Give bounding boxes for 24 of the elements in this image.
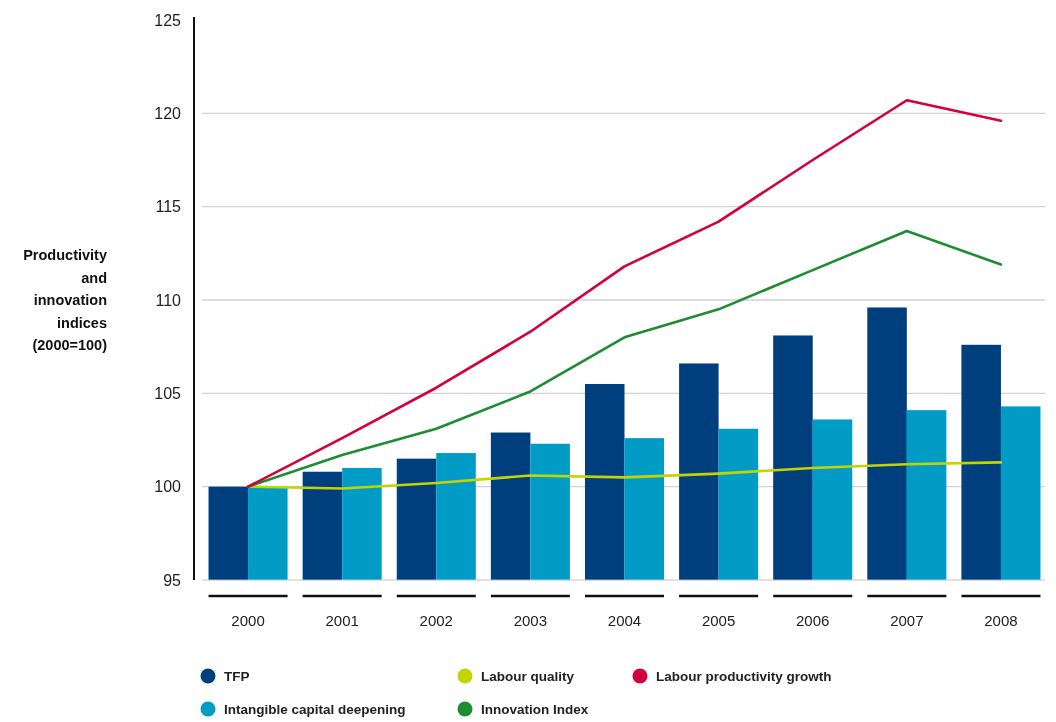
y-tick-label: 115 <box>155 198 182 216</box>
y-tick-label: 110 <box>155 291 182 309</box>
x-tick-label: 2001 <box>325 612 359 630</box>
x-tick-label: 2005 <box>701 612 736 630</box>
x-tick-label: 2004 <box>607 612 642 630</box>
x-tick-label: 2008 <box>984 612 1018 630</box>
y-tick-label: 125 <box>154 11 182 29</box>
x-tick-label: 2003 <box>513 612 548 630</box>
legend-label: Labour productivity growth <box>656 668 832 684</box>
x-tick-label: 2007 <box>890 612 924 630</box>
x-tick-label: 2000 <box>231 612 265 630</box>
y-tick-label: 105 <box>154 384 182 402</box>
x-tick-label: 2006 <box>796 612 830 630</box>
legend-label: Intangible capital deepening <box>224 701 406 717</box>
line-series <box>246 98 1003 488</box>
legend-label: TFP <box>224 668 250 684</box>
y-tick-label: 95 <box>163 571 182 589</box>
y-tick-label: 100 <box>154 478 182 496</box>
x-tick-label: 2002 <box>419 612 453 630</box>
line-series <box>246 229 1003 488</box>
y-tick-label: 120 <box>154 104 182 122</box>
y-axis-title: Productivity and innovation indices (2000=100) <box>23 247 108 353</box>
legend-label: Labour quality <box>481 668 575 684</box>
legend-label: Innovation Index <box>481 701 589 717</box>
